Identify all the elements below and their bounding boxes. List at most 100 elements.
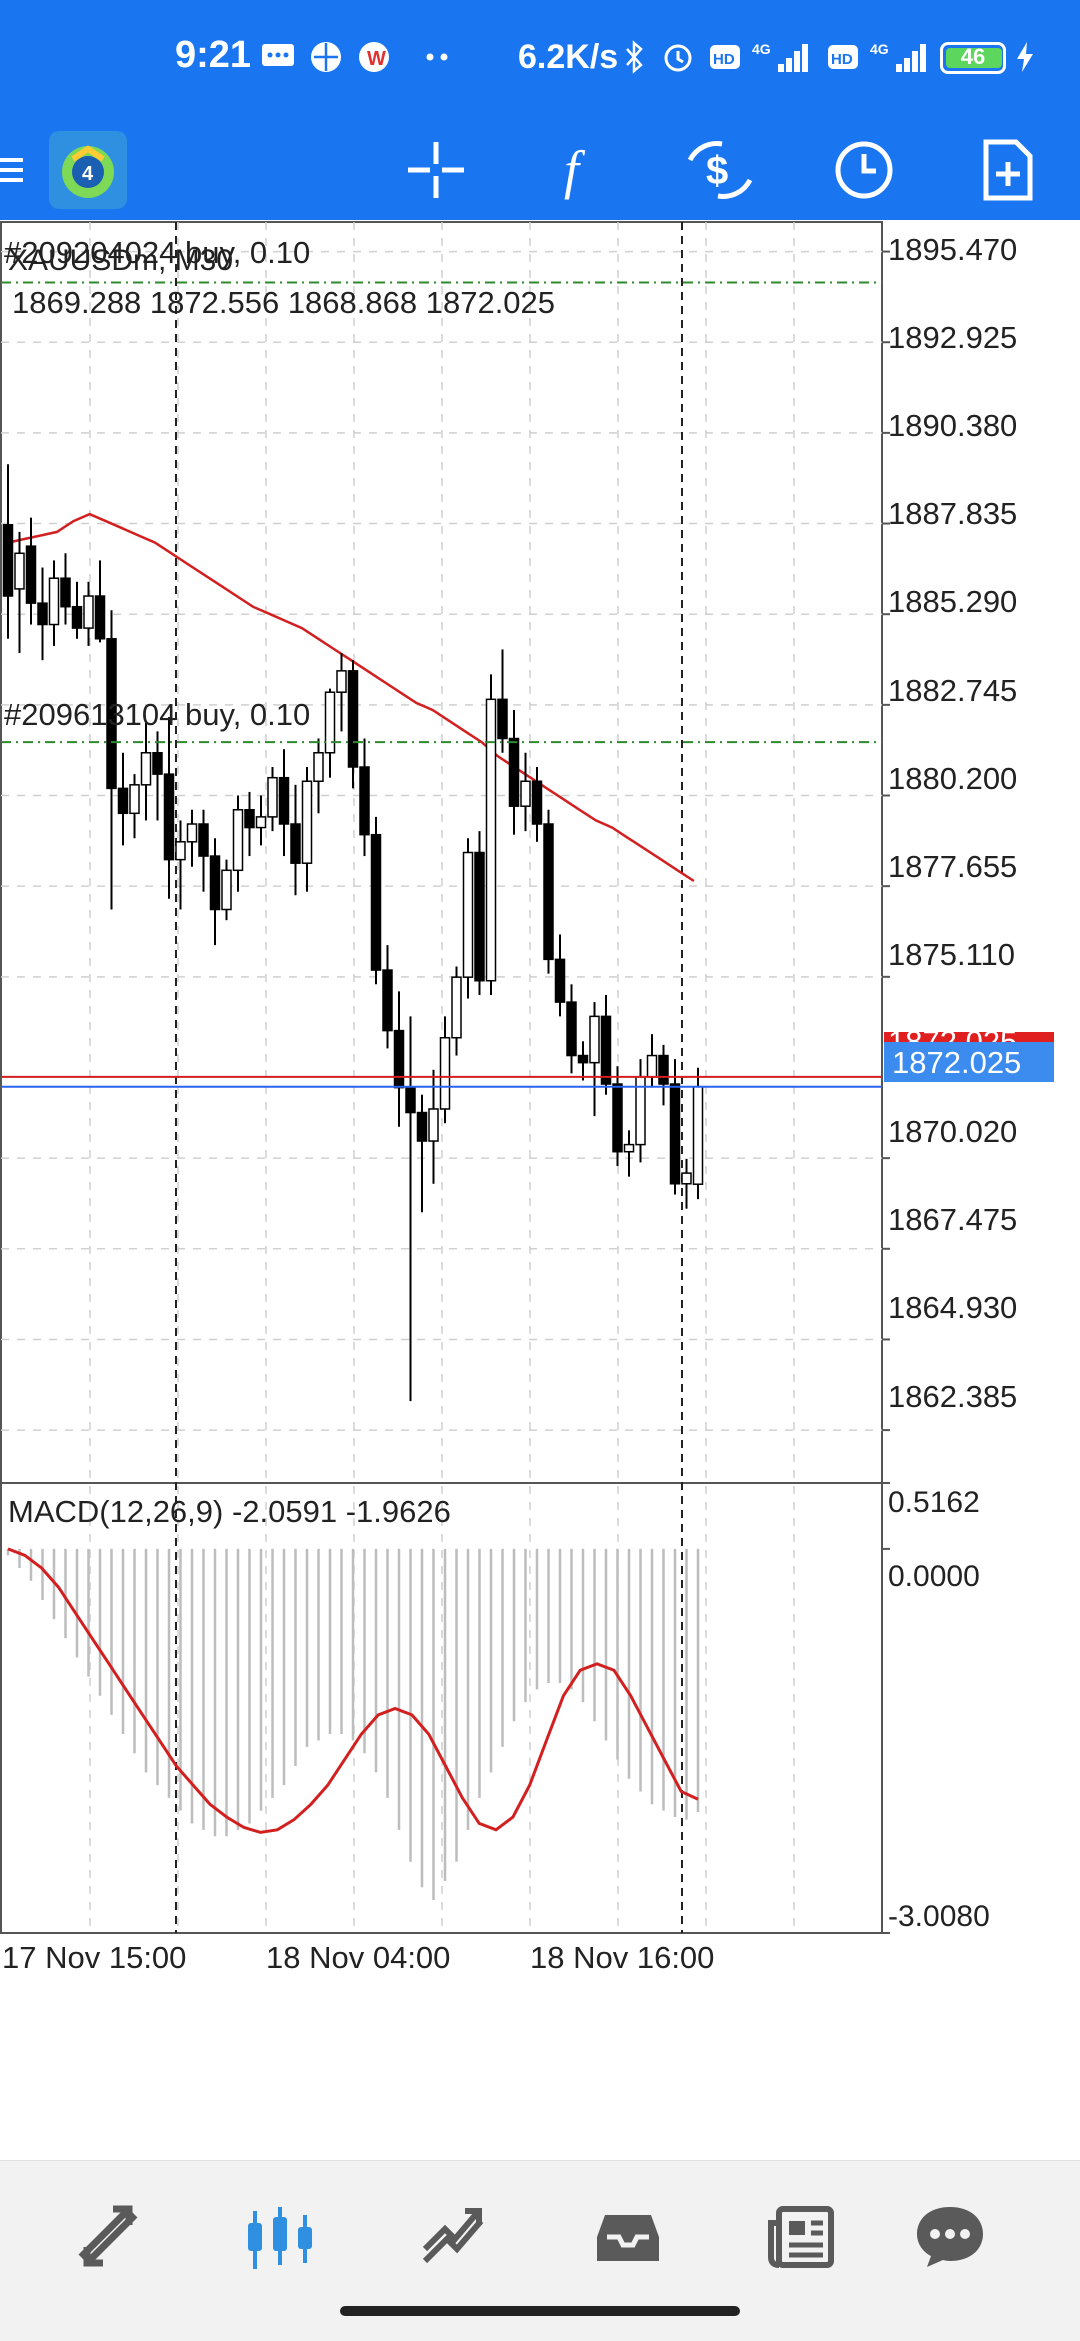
candle-body — [474, 851, 485, 982]
status-bar: 9:21 W 6.2K/s HD 4G HD 4G 46 — [0, 0, 1080, 120]
macd-tick: 0.5162 — [888, 1486, 980, 1519]
candle-body — [25, 545, 37, 604]
bid-price-badge — [884, 1042, 1054, 1082]
candle-body — [382, 969, 393, 1032]
nav-news[interactable] — [752, 2191, 852, 2281]
crosshair-button[interactable] — [396, 120, 476, 220]
new-order-button[interactable] — [968, 120, 1048, 220]
candle-body — [278, 776, 290, 825]
macd-panel-frame — [0, 1482, 883, 1934]
chat-icon — [917, 2207, 983, 2267]
candle-body — [439, 1036, 451, 1110]
candle-body — [106, 638, 117, 790]
candle-body — [497, 698, 508, 740]
candle-body — [244, 809, 255, 829]
price-tick: 1875.110 — [888, 937, 1015, 972]
macd-tick: -3.0080 — [888, 1900, 990, 1933]
history-icon — [597, 2215, 659, 2261]
candle-body — [416, 1111, 428, 1142]
hd-icon: HD — [710, 45, 740, 69]
svg-text:$: $ — [706, 149, 728, 193]
candle-body — [324, 691, 336, 754]
timeframe-button[interactable] — [824, 120, 904, 220]
candle-body — [37, 602, 48, 626]
candle-body — [692, 1085, 704, 1185]
menu-button[interactable] — [0, 120, 40, 220]
crosshair-icon — [408, 142, 464, 198]
price-tick: 1880.200 — [888, 761, 1017, 796]
chart-area[interactable]: XAUUSDm, M30 #209204024 buy, 0.10 1869.2… — [0, 220, 1080, 2175]
price-tick: 1885.290 — [888, 584, 1017, 619]
price-tick: 1882.745 — [888, 673, 1017, 708]
svg-text:f: f — [564, 140, 586, 200]
macd-signal-line — [7, 1547, 699, 1834]
candle-body — [290, 823, 301, 864]
news-icon — [768, 2206, 834, 2268]
candle-body — [198, 823, 209, 857]
candle-body — [577, 1054, 589, 1064]
menu-icon — [0, 158, 23, 182]
candle-body — [451, 976, 462, 1039]
order-label-1: #209204024 buy, 0.10 — [4, 235, 310, 270]
trade-icon — [422, 2208, 484, 2264]
status-time: 9:21 — [175, 34, 252, 76]
candle-body — [681, 1172, 692, 1185]
candle-body — [175, 841, 186, 861]
hd-icon: HD — [828, 45, 858, 69]
price-tick: 1877.655 — [888, 849, 1017, 884]
price-tick: 1887.835 — [888, 496, 1017, 531]
candle-body — [301, 780, 313, 864]
candle-body — [129, 784, 140, 815]
price-tick: 1890.380 — [888, 408, 1017, 443]
nav-quotes[interactable] — [58, 2191, 158, 2281]
candle-body — [186, 823, 198, 843]
trade-button[interactable]: $ — [680, 120, 760, 220]
candle-body — [462, 851, 474, 978]
indicator-f-icon: f — [564, 140, 586, 200]
price-tick: 1892.925 — [888, 320, 1017, 355]
candle-body — [221, 869, 232, 911]
chart-svg[interactable]: XAUUSDm, M30 #209204024 buy, 0.10 1869.2… — [0, 220, 1080, 2175]
candle-body — [94, 595, 106, 640]
nav-trade[interactable] — [404, 2191, 504, 2281]
network-speed: 6.2K/s — [518, 38, 619, 76]
price-tick: 1864.930 — [888, 1290, 1017, 1325]
candle-body — [359, 766, 370, 836]
candle-body — [313, 752, 324, 783]
nav-chart[interactable] — [230, 2191, 330, 2281]
time-tick: 17 Nov 15:00 — [2, 1940, 186, 1975]
candle-body — [336, 670, 347, 693]
candle-body — [405, 1086, 416, 1114]
ohlc-label: 1869.288 1872.556 1868.868 1872.025 — [12, 285, 555, 320]
candle-body — [347, 670, 359, 768]
candle-body — [520, 780, 531, 807]
candle-body — [508, 737, 520, 807]
svg-text:4: 4 — [82, 163, 94, 185]
browser-icon — [311, 42, 341, 72]
time-tick: 18 Nov 04:00 — [266, 1940, 450, 1975]
app-logo-button[interactable]: 4 — [45, 120, 131, 220]
candle-body — [2, 524, 14, 597]
home-indicator — [340, 2306, 740, 2316]
candle-body — [646, 1054, 658, 1078]
candle-body — [117, 787, 129, 815]
alarm-icon — [664, 44, 692, 72]
signal-4g-icon: 4G — [870, 41, 926, 72]
weibo-icon: W — [359, 42, 389, 72]
candle-body — [589, 1015, 600, 1064]
price-tick: 1870.020 — [888, 1114, 1017, 1149]
nav-history[interactable] — [578, 2191, 678, 2281]
current-price-label: 1872.025 — [892, 1045, 1021, 1080]
quotes-icon — [78, 2205, 138, 2267]
candle-body — [14, 552, 25, 590]
time-tick: 18 Nov 16:00 — [530, 1940, 714, 1975]
app-logo-icon: 4 — [49, 131, 127, 209]
nav-chat[interactable] — [900, 2191, 1000, 2281]
indicators-button[interactable]: f — [540, 120, 620, 220]
candle-body — [60, 577, 71, 608]
candle-body — [531, 780, 543, 825]
candle-body — [623, 1143, 635, 1153]
svg-text:HD: HD — [713, 51, 735, 68]
order-label-2: #209613104 buy, 0.10 — [4, 697, 310, 732]
candle-body — [566, 1001, 577, 1057]
